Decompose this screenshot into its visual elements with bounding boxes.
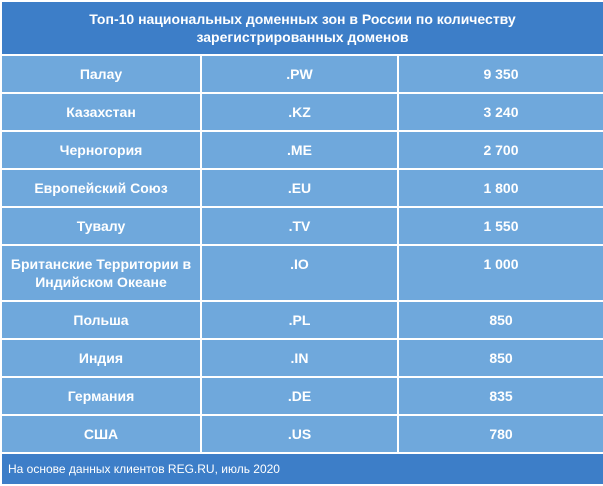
domain-zone: .IN [200,338,399,378]
country: Индия [0,338,202,378]
domain-count: 780 [397,414,603,454]
table-row: Казахстан .KZ 3 240 [0,92,603,132]
domain-count: 850 [397,300,603,340]
domain-zone: .TV [200,206,399,246]
domain-zone: .PL [200,300,399,340]
domain-count: 1 550 [397,206,603,246]
domain-zone: .IO [200,244,399,302]
domain-count: 1 000 [397,244,603,302]
table-row: Черногория .ME 2 700 [0,130,603,170]
table-row: Польша .PL 850 [0,300,603,340]
country: Казахстан [0,92,202,132]
domain-zone: .EU [200,168,399,208]
domain-count: 9 350 [397,54,603,94]
domain-zone: .KZ [200,92,399,132]
country: Черногория [0,130,202,170]
country: Британские Территории в Индийском Океане [0,244,202,302]
table-title: Топ-10 национальных доменных зон в Росси… [0,0,603,56]
table-row: Палау .PW 9 350 [0,54,603,94]
table-row: Индия .IN 850 [0,338,603,378]
domain-count: 3 240 [397,92,603,132]
domain-count: 850 [397,338,603,378]
header-row: Топ-10 национальных доменных зон в Росси… [0,0,603,56]
domain-count: 2 700 [397,130,603,170]
domain-zone: .ME [200,130,399,170]
table-row: Европейский Союз .EU 1 800 [0,168,603,208]
domain-zone: .US [200,414,399,454]
domain-zone: .PW [200,54,399,94]
table-row: Британские Территории в Индийском Океане… [0,244,603,302]
table-row: Германия .DE 835 [0,376,603,416]
country: Палау [0,54,202,94]
domain-count: 1 800 [397,168,603,208]
table-row: Тувалу .TV 1 550 [0,206,603,246]
domain-count: 835 [397,376,603,416]
country: США [0,414,202,454]
country: Тувалу [0,206,202,246]
country: Польша [0,300,202,340]
footer-note: На основе данных клиентов REG.RU, июль 2… [0,452,603,486]
country: Германия [0,376,202,416]
footer-row: На основе данных клиентов REG.RU, июль 2… [0,452,603,486]
country: Европейский Союз [0,168,202,208]
domain-zone: .DE [200,376,399,416]
table-row: США .US 780 [0,414,603,454]
